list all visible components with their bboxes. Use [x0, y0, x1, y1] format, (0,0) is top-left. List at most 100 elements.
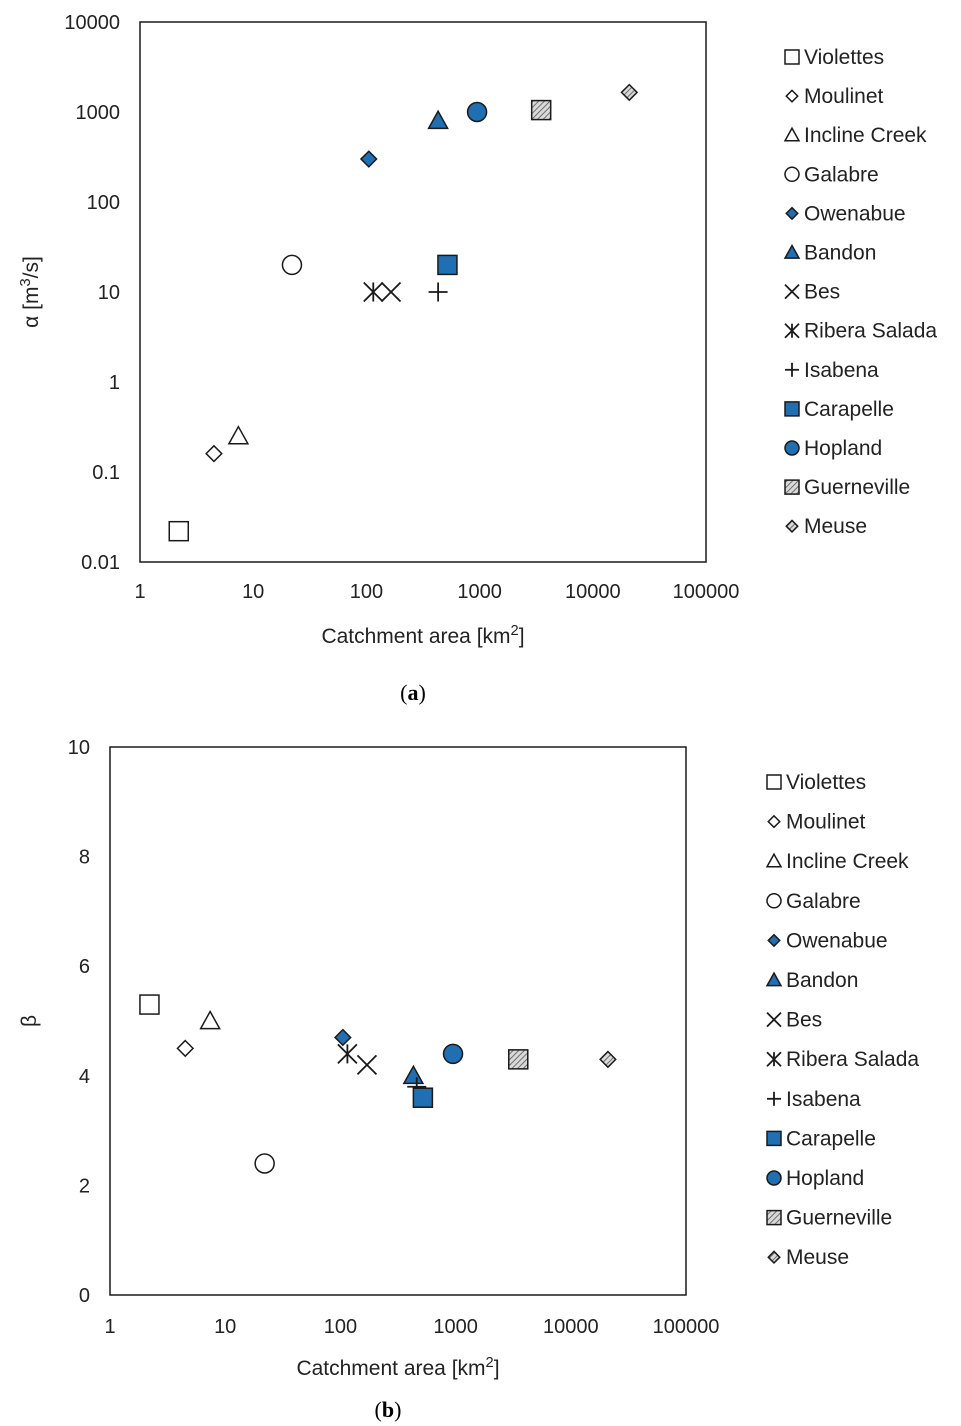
legend-marker-violettes [784, 49, 800, 65]
point-galabre [281, 254, 303, 276]
legend-marker-guerneville [784, 479, 800, 495]
legend-marker-ribera-salada [766, 1051, 782, 1067]
y-tick-label: 1 [109, 372, 120, 394]
point-ribera-salada [337, 1043, 358, 1065]
panel-caption: (a) [400, 680, 426, 705]
legend-marker-isabena [767, 1091, 781, 1106]
y-tick-label: 10 [98, 282, 120, 304]
legend-marker-hopland [766, 1170, 782, 1186]
x-tick-label: 1000 [457, 581, 502, 603]
legend-label-bandon: Bandon [804, 242, 876, 265]
point-hopland [466, 101, 488, 123]
legend-label-isabena: Isabena [786, 1088, 861, 1111]
y-tick-label: 10000 [64, 12, 120, 34]
legend-marker-incline-creek [765, 852, 783, 868]
legend-label-guerneville: Guerneville [786, 1207, 892, 1230]
point-incline-creek [199, 1009, 221, 1030]
point-ribera-salada [363, 281, 384, 303]
point-guerneville [530, 99, 552, 121]
legend-label-moulinet: Moulinet [804, 85, 884, 108]
panel-caption: (b) [375, 1397, 402, 1422]
legend-marker-guerneville [766, 1209, 782, 1226]
x-tick-label: 10000 [543, 1316, 599, 1338]
point-carapelle [412, 1087, 434, 1108]
legend-marker-incline-creek [783, 126, 801, 142]
point-carapelle [437, 254, 458, 276]
x-tick-label: 1000 [433, 1316, 478, 1338]
legend-marker-isabena [785, 362, 799, 377]
figure-b: 1 10 100 1000 10000 100000 0 2 4 6 8 10 Catchment ar… [0, 720, 961, 1426]
x-tick-label: 100000 [673, 581, 740, 603]
point-bandon [427, 109, 449, 130]
legend-label-bes: Bes [786, 1009, 822, 1032]
point-bes [380, 281, 402, 303]
y-tick-label: 8 [79, 847, 90, 869]
point-isabena [428, 282, 448, 302]
x-tick-label: 100000 [653, 1316, 720, 1338]
point-violettes [168, 520, 190, 542]
legend-marker-galabre [784, 166, 800, 183]
y-tick-label: 4 [79, 1066, 90, 1088]
point-owenabue [333, 1028, 352, 1047]
legend-label-hopland: Hopland [786, 1167, 864, 1190]
legend-marker-moulinet [785, 89, 799, 103]
plot-frame [109, 746, 687, 1296]
legend-label-bandon: Bandon [786, 969, 858, 992]
legend-label-meuse: Meuse [786, 1246, 849, 1269]
x-tick-label: 1 [104, 1316, 115, 1338]
x-tick-label: 10 [214, 1316, 236, 1338]
point-galabre [254, 1153, 275, 1174]
x-tick-label: 1 [134, 581, 145, 603]
legend-label-owenabue: Owenabue [804, 202, 906, 225]
legend-marker-meuse [785, 519, 799, 534]
point-bandon [402, 1064, 425, 1085]
y-tick-label: 0 [79, 1285, 90, 1307]
legend-marker-moulinet [767, 814, 781, 829]
point-moulinet [176, 1039, 195, 1058]
legend-label-bes: Bes [804, 281, 840, 304]
legend-label-hopland: Hopland [804, 437, 882, 460]
x-axis-label: Catchment area [km2] [321, 623, 524, 648]
legend-marker-violettes [766, 774, 782, 790]
legend-label-violettes: Violettes [786, 771, 866, 794]
point-moulinet [205, 444, 223, 463]
legend-marker-hopland [784, 440, 800, 456]
point-bes [356, 1054, 378, 1075]
point-hopland [442, 1043, 464, 1065]
legend-label-galabre: Galabre [786, 890, 861, 913]
legend-marker-carapelle [766, 1130, 782, 1147]
legend-label-carapelle: Carapelle [804, 398, 894, 421]
chart-b: 1 10 100 1000 10000 100000 0 2 4 6 8 10 Catchment ar… [18, 737, 919, 1422]
point-meuse [620, 83, 639, 102]
y-tick-label: 100 [87, 192, 120, 214]
y-tick-label: 1000 [76, 102, 121, 124]
plot-frame [139, 21, 707, 563]
point-guerneville [508, 1049, 529, 1070]
legend-marker-bes [784, 283, 800, 300]
figure-a: 1 10 100 1000 10000 100000 0.01 0.1 1 10 100 1000 10… [18, 12, 937, 705]
x-axis-label: Catchment area [km2] [296, 1355, 499, 1380]
legend-label-guerneville: Guerneville [804, 476, 910, 499]
legend-label-ribera-salada: Ribera Salada [786, 1048, 919, 1071]
legend-label-incline-creek: Incline Creek [786, 850, 909, 873]
point-violettes [139, 994, 160, 1015]
legend-label-incline-creek: Incline Creek [804, 124, 927, 147]
point-owenabue [359, 150, 378, 168]
point-meuse [599, 1050, 617, 1069]
legend-label-galabre: Galabre [804, 163, 879, 186]
point-incline-creek [227, 425, 250, 445]
x-tick-label: 10 [242, 581, 264, 603]
y-tick-label: 6 [79, 956, 90, 978]
chart-a: 1 10 100 1000 10000 100000 0.01 0.1 1 10 100 1000 10… [18, 12, 937, 705]
legend-label-moulinet: Moulinet [786, 811, 866, 834]
legend-marker-owenabue [785, 206, 799, 221]
x-tick-label: 100 [350, 581, 383, 603]
y-axis-label: α [m3/s] [18, 256, 43, 328]
legend-marker-galabre [766, 893, 782, 909]
legend-marker-bandon [765, 971, 783, 987]
y-axis-label: β [18, 1015, 41, 1027]
legend-label-carapelle: Carapelle [786, 1127, 876, 1150]
y-tick-label: 2 [79, 1175, 90, 1197]
legend-marker-bes [766, 1011, 782, 1028]
legend-marker-carapelle [784, 401, 800, 417]
